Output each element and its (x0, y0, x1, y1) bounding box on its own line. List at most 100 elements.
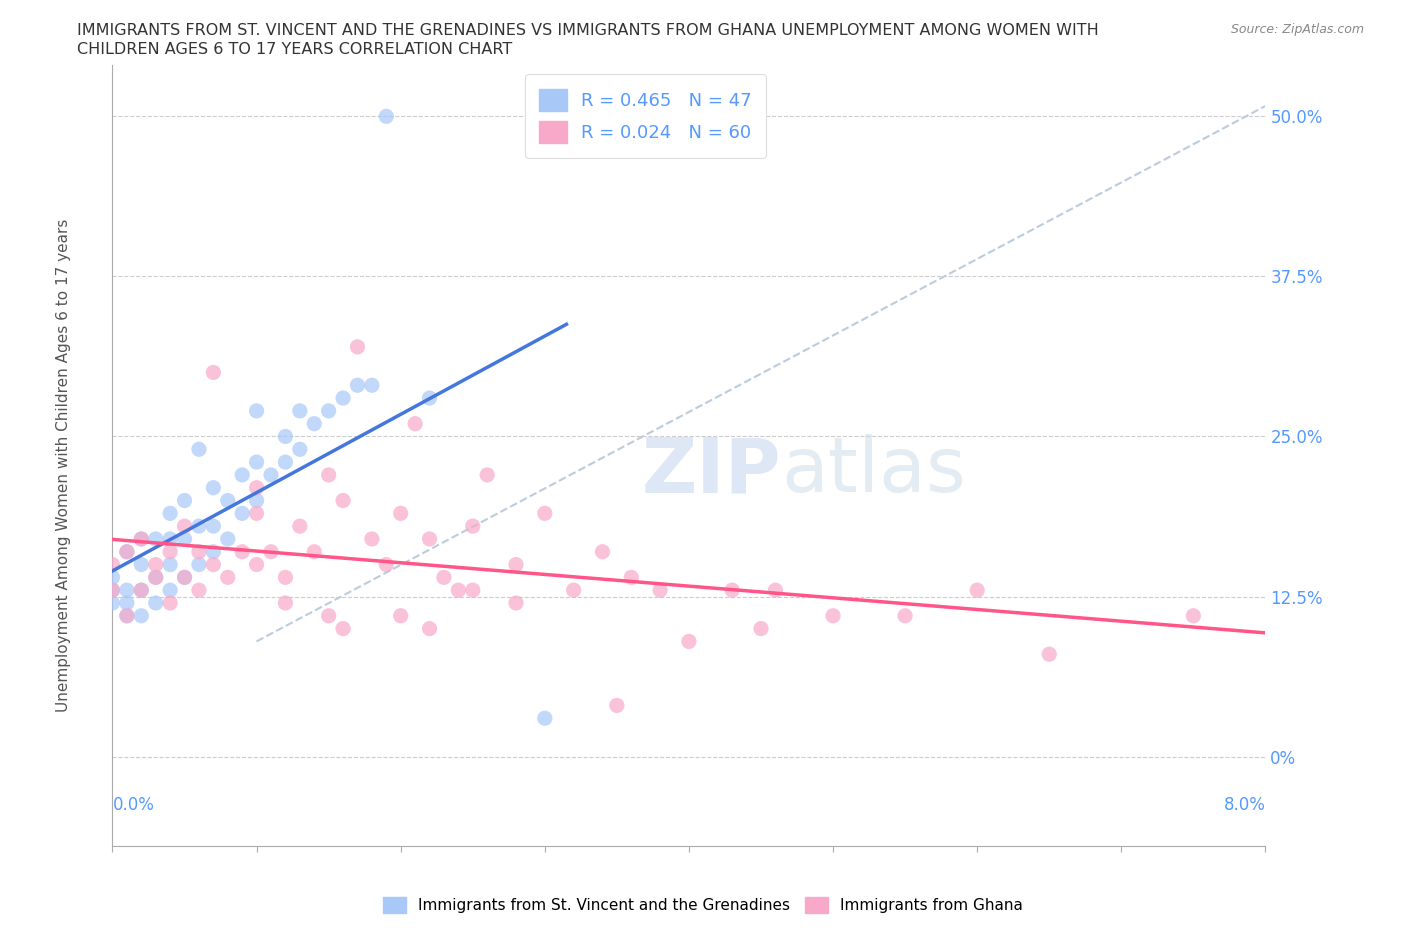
Point (721, 583, 744, 598)
Point (475, 468, 498, 483)
Point (159, 506, 181, 521)
Point (966, 583, 988, 598)
Text: 0.0%: 0.0% (112, 795, 155, 814)
Point (101, 557, 124, 572)
Point (129, 608, 153, 623)
Point (274, 429, 297, 444)
Point (288, 519, 311, 534)
Point (260, 468, 283, 483)
Point (274, 570, 297, 585)
Point (404, 417, 426, 432)
Point (1038, 646, 1060, 661)
Point (101, 570, 124, 585)
Point (159, 583, 181, 598)
Point (389, 506, 412, 521)
Point (202, 365, 225, 379)
Point (129, 532, 153, 547)
Point (678, 634, 700, 649)
Point (231, 468, 253, 483)
Point (620, 570, 643, 585)
Point (159, 557, 181, 572)
Point (145, 557, 167, 572)
Point (231, 506, 253, 521)
Point (346, 339, 368, 354)
Point (145, 532, 167, 547)
Point (765, 583, 787, 598)
Point (173, 493, 195, 508)
Point (461, 583, 484, 598)
Point (246, 480, 269, 495)
Point (159, 595, 181, 610)
Point (304, 544, 326, 559)
Point (129, 583, 153, 598)
Point (188, 442, 211, 457)
Point (173, 519, 195, 534)
Point (505, 595, 527, 610)
Point (419, 621, 441, 636)
Text: CHILDREN AGES 6 TO 17 YEARS CORRELATION CHART: CHILDREN AGES 6 TO 17 YEARS CORRELATION … (77, 42, 513, 57)
Text: Source: ZipAtlas.com: Source: ZipAtlas.com (1230, 23, 1364, 36)
Point (188, 583, 211, 598)
Text: atlas: atlas (782, 434, 966, 509)
Point (360, 532, 382, 547)
Point (173, 570, 195, 585)
Point (505, 557, 527, 572)
Point (375, 557, 398, 572)
Text: Unemployment Among Women with Children Ages 6 to 17 years: Unemployment Among Women with Children A… (56, 219, 70, 711)
Point (145, 570, 167, 585)
Point (318, 608, 340, 623)
Point (332, 391, 354, 405)
Point (202, 480, 225, 495)
Point (274, 595, 297, 610)
Point (246, 557, 269, 572)
Point (188, 544, 211, 559)
Legend: Immigrants from St. Vincent and the Grenadines, Immigrants from Ghana: Immigrants from St. Vincent and the Gren… (382, 897, 1024, 913)
Point (419, 391, 441, 405)
Point (101, 595, 124, 610)
Point (217, 532, 239, 547)
Point (129, 557, 153, 572)
Point (246, 506, 269, 521)
Point (129, 583, 153, 598)
Point (533, 506, 555, 521)
Point (202, 519, 225, 534)
Point (173, 570, 195, 585)
Point (461, 519, 484, 534)
Point (533, 711, 555, 725)
Point (592, 544, 614, 559)
Point (188, 557, 211, 572)
Point (145, 595, 167, 610)
Point (159, 532, 181, 547)
Point (447, 583, 470, 598)
Point (606, 698, 628, 713)
Point (115, 608, 138, 623)
Point (260, 544, 283, 559)
Point (173, 532, 195, 547)
Text: ZIP: ZIP (641, 434, 782, 509)
Point (129, 532, 153, 547)
Point (288, 442, 311, 457)
Point (749, 621, 772, 636)
Point (246, 493, 269, 508)
Point (246, 455, 269, 470)
Point (202, 557, 225, 572)
Point (115, 544, 138, 559)
Point (145, 570, 167, 585)
Point (304, 417, 326, 432)
Point (821, 608, 844, 623)
Point (246, 404, 269, 418)
Point (115, 608, 138, 623)
Point (159, 544, 181, 559)
Point (202, 544, 225, 559)
Legend: R = 0.465   N = 47, R = 0.024   N = 60: R = 0.465 N = 47, R = 0.024 N = 60 (524, 74, 766, 158)
Point (115, 583, 138, 598)
Point (894, 608, 917, 623)
Point (115, 595, 138, 610)
Point (101, 583, 124, 598)
Point (318, 404, 340, 418)
Text: IMMIGRANTS FROM ST. VINCENT AND THE GRENADINES VS IMMIGRANTS FROM GHANA UNEMPLOY: IMMIGRANTS FROM ST. VINCENT AND THE GREN… (77, 23, 1099, 38)
Point (562, 583, 585, 598)
Point (217, 493, 239, 508)
Point (375, 109, 398, 124)
Point (231, 544, 253, 559)
